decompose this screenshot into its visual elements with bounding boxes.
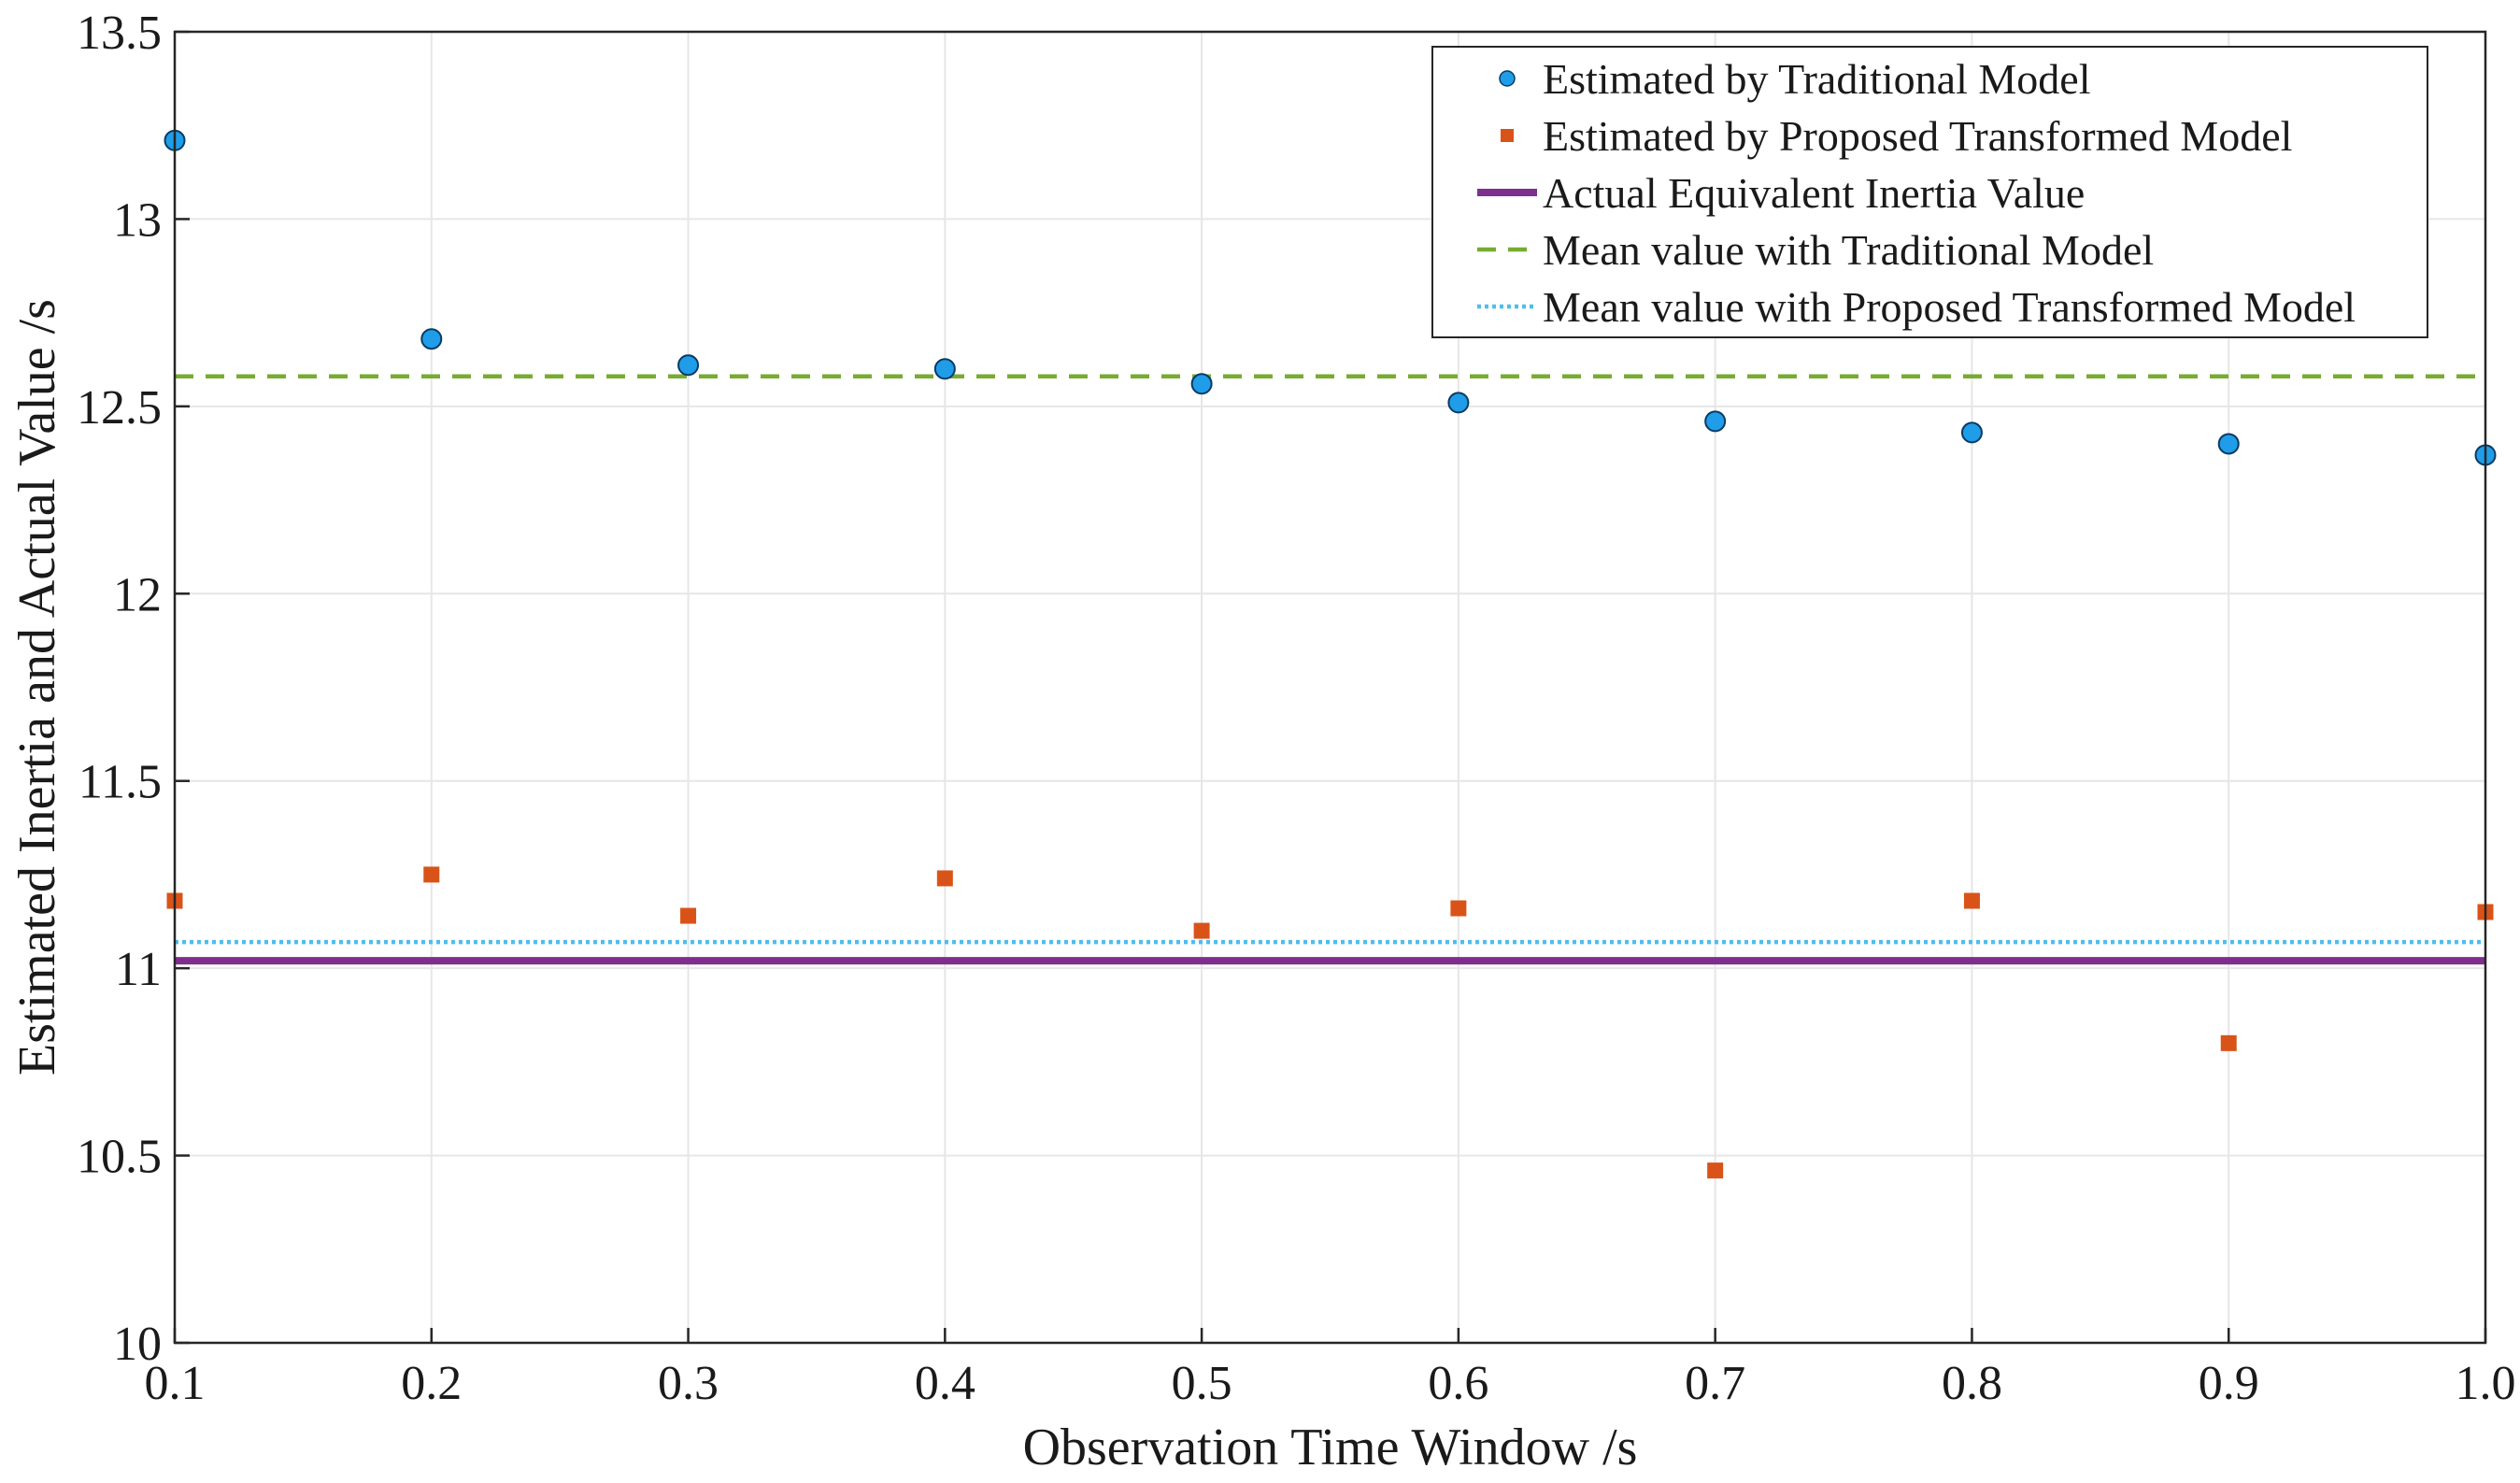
x-tick-label: 0.4 — [915, 1357, 975, 1410]
transformed-model-point — [2220, 1034, 2237, 1051]
traditional-model-point — [1190, 373, 1213, 395]
transformed-model-point — [423, 866, 440, 883]
traditional-model-point — [1704, 410, 1727, 433]
y-tick-label: 11.5 — [78, 756, 162, 809]
legend-box — [1431, 46, 2428, 338]
x-axis-label: Observation Time Window /s — [1023, 1419, 1638, 1476]
x-tick-label: 1.0 — [2456, 1357, 2516, 1410]
legend-marker-square — [1501, 129, 1514, 142]
transformed-model-point — [936, 870, 953, 887]
y-tick-label: 10 — [113, 1318, 162, 1371]
x-tick-label: 0.6 — [1428, 1357, 1488, 1410]
traditional-model-point — [933, 358, 956, 380]
x-tick-label: 0.5 — [1172, 1357, 1232, 1410]
y-tick-label: 10.5 — [77, 1131, 162, 1184]
x-tick-label: 0.8 — [1942, 1357, 2002, 1410]
x-tick-label: 0.1 — [145, 1357, 206, 1410]
traditional-model-point — [420, 328, 443, 350]
y-tick-label: 12 — [113, 568, 162, 621]
legend: Estimated by Traditional Model Estimated … — [1431, 46, 2428, 338]
legend-label: Estimated by Proposed Transformed Model — [1543, 112, 2292, 160]
y-tick-label: 13 — [113, 193, 162, 247]
legend-marker-circle — [1499, 70, 1516, 87]
y-tick-label: 12.5 — [77, 381, 162, 435]
transformed-model-point — [1450, 900, 1467, 917]
legend-label: Actual Equivalent Inertia Value — [1543, 169, 2085, 217]
traditional-model-point — [1447, 392, 1470, 414]
transformed-model-point — [680, 907, 697, 924]
y-tick-label: 13.5 — [77, 7, 162, 60]
legend-label: Estimated by Traditional Model — [1543, 55, 2090, 103]
transformed-model-point — [1707, 1162, 1724, 1179]
x-tick-label: 0.9 — [2199, 1357, 2259, 1410]
legend-label: Mean value with Traditional Model — [1543, 226, 2154, 274]
axis-ticks: 0.1 0.2 0.3 0.4 0.5 0.6 0.7 0.8 0.9 1.0 10 10.5 11 11… — [77, 7, 2516, 1410]
x-tick-label: 0.7 — [1685, 1357, 1745, 1410]
y-axis-label: Estimated Inertia and Actual Value /s — [8, 299, 66, 1076]
traditional-model-point — [1960, 421, 1983, 444]
traditional-model-point — [677, 354, 700, 377]
transformed-model-point — [1193, 922, 1210, 939]
legend-label: Mean value with Proposed Transformed Mod… — [1543, 283, 2356, 331]
traditional-model-point — [2217, 433, 2240, 455]
x-tick-label: 0.2 — [401, 1357, 462, 1410]
plot-frame — [173, 30, 2487, 1345]
transformed-model-point — [1963, 892, 1980, 909]
x-tick-label: 0.3 — [658, 1357, 719, 1410]
y-tick-label: 11 — [115, 943, 162, 996]
reference-lines — [175, 374, 2485, 965]
